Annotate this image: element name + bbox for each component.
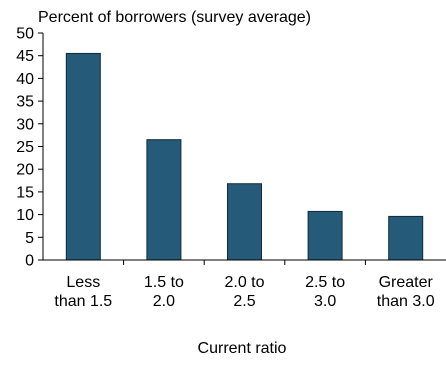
y-tick-label: 30 — [16, 116, 34, 133]
x-axis: Less than 1.5 1.5 to 2.0 2.0 to 2.5 2.5 to 3.0 G… — [54, 260, 435, 310]
y-tick-label: 0 — [25, 253, 34, 270]
y-tick-label: 45 — [16, 48, 34, 65]
y-tick-label: 20 — [16, 162, 34, 179]
x-tick-label: than 3.0 — [377, 293, 435, 310]
x-tick-label: 2.0 — [153, 293, 175, 310]
y-tick-label: 10 — [16, 207, 34, 224]
bars-group — [65, 52, 424, 261]
x-tick-label: 2.5 — [233, 293, 255, 310]
x-tick-label: 3.0 — [314, 293, 336, 310]
bar — [307, 210, 343, 261]
y-tick-label: 5 — [25, 230, 34, 247]
bar — [227, 183, 262, 261]
y-tick-label: 25 — [16, 139, 34, 156]
y-tick-label: 35 — [16, 94, 34, 111]
x-tick-label: 2.0 to — [224, 274, 264, 291]
bar — [65, 52, 101, 261]
y-axis: 0 5 10 15 20 25 30 35 40 45 50 — [16, 26, 43, 270]
bar — [388, 215, 424, 261]
y-tick-label: 15 — [16, 184, 34, 201]
bar — [146, 139, 182, 261]
x-tick-label: Greater — [379, 274, 434, 291]
x-tick-label: 2.5 to — [305, 274, 345, 291]
x-axis-label: Current ratio — [198, 340, 287, 357]
x-tick-label: than 1.5 — [54, 293, 112, 310]
y-tick-label: 50 — [16, 26, 34, 43]
y-tick-label: 40 — [16, 71, 34, 88]
x-tick-label: Less — [66, 274, 100, 291]
x-tick-label: 1.5 to — [144, 274, 184, 291]
chart-title: Percent of borrowers (survey average) — [38, 9, 311, 26]
